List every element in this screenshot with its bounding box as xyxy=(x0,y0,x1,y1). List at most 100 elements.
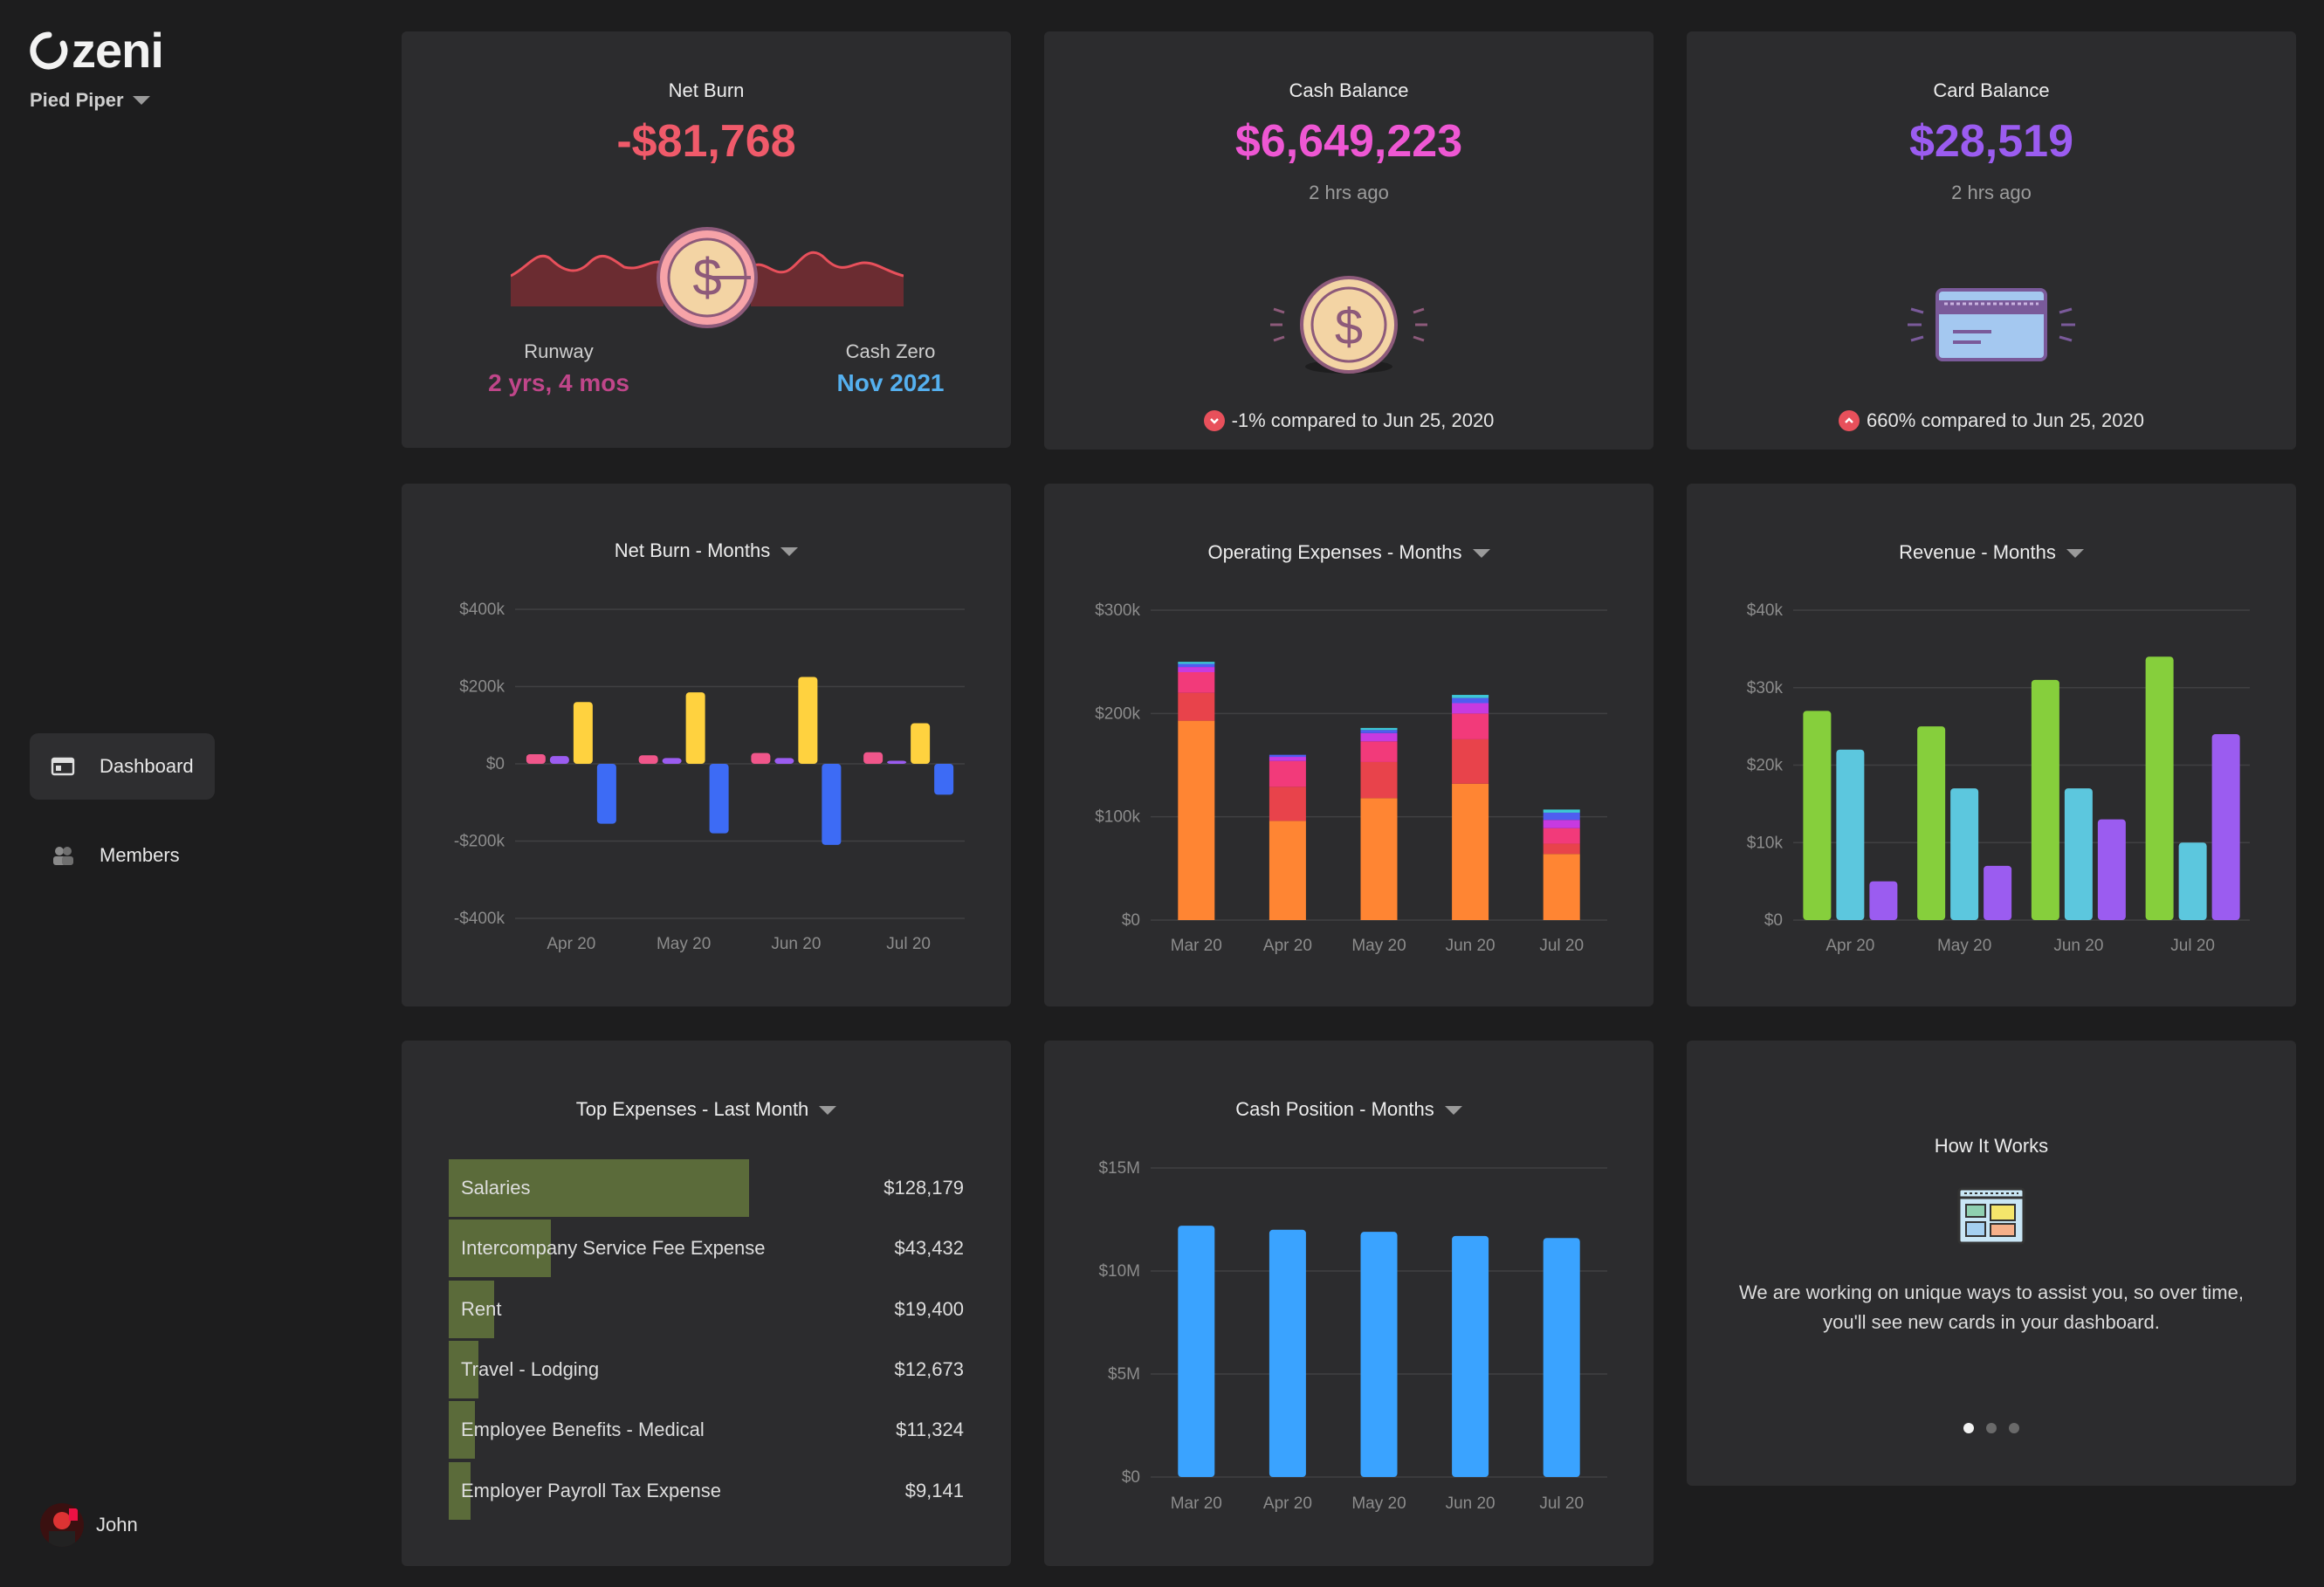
bar-segment[interactable] xyxy=(1178,667,1215,672)
bar-segment[interactable] xyxy=(1360,741,1398,762)
bar[interactable] xyxy=(934,764,954,795)
page-dot[interactable] xyxy=(1963,1423,1974,1433)
expense-row[interactable]: Travel - Lodging $12,673 xyxy=(449,1340,964,1398)
bar-segment[interactable] xyxy=(1178,663,1215,668)
bar-segment[interactable] xyxy=(1269,821,1306,920)
operating-expenses-card[interactable]: Operating Expenses - Months $300k $200k $1… xyxy=(1044,484,1654,1006)
avatar xyxy=(40,1503,84,1547)
bar-segment[interactable] xyxy=(1269,787,1306,821)
bar[interactable] xyxy=(685,692,705,764)
bar[interactable] xyxy=(2064,788,2093,920)
expense-row[interactable]: Intercompany Service Fee Expense $43,432 xyxy=(449,1219,964,1278)
page-dot[interactable] xyxy=(2009,1423,2019,1433)
bar[interactable] xyxy=(1836,749,1865,920)
bar-segment[interactable] xyxy=(1543,843,1580,855)
bar[interactable] xyxy=(2178,842,2207,920)
y-tick-label: $10M xyxy=(1098,1262,1140,1281)
bar[interactable] xyxy=(1543,1238,1580,1477)
bar[interactable] xyxy=(662,758,682,764)
top-expenses-card[interactable]: Top Expenses - Last Month Salaries $128,1… xyxy=(402,1041,1011,1566)
cash-position-card[interactable]: Cash Position - Months $15M $10M $5M $0 Mar … xyxy=(1044,1041,1654,1566)
bar[interactable] xyxy=(596,764,616,824)
card-title[interactable]: Revenue - Months xyxy=(1687,541,2296,564)
bar[interactable] xyxy=(1984,865,2012,920)
bar-segment[interactable] xyxy=(1360,730,1398,733)
bar-segment[interactable] xyxy=(1178,692,1215,721)
bar-segment[interactable] xyxy=(1543,828,1580,844)
bar-segment[interactable] xyxy=(1178,720,1215,920)
expense-row[interactable]: Rent $19,400 xyxy=(449,1280,964,1338)
expense-row[interactable]: Salaries $128,179 xyxy=(449,1159,964,1217)
bar[interactable] xyxy=(1869,881,1898,920)
expense-row[interactable]: Employee Benefits - Medical $11,324 xyxy=(449,1401,964,1460)
bar[interactable] xyxy=(911,723,931,764)
bar[interactable] xyxy=(2031,679,2059,920)
bar[interactable] xyxy=(1269,1229,1306,1477)
bar-segment[interactable] xyxy=(1269,760,1306,787)
bar-segment[interactable] xyxy=(1452,783,1489,920)
net-burn-illustration: $ xyxy=(511,227,904,328)
card-balance-card[interactable]: Card Balance $28,519 2 hrs ago 660% comp… xyxy=(1687,31,2296,450)
bar[interactable] xyxy=(2145,656,2174,920)
bar[interactable] xyxy=(887,760,907,764)
zeni-logo[interactable]: zeni xyxy=(30,26,164,75)
net-burn-months-card[interactable]: Net Burn - Months $400k $200k $0 -$200k -$40… xyxy=(402,484,1011,1006)
bar-segment[interactable] xyxy=(1543,820,1580,828)
bar[interactable] xyxy=(1178,1226,1215,1477)
card-title[interactable]: Top Expenses - Last Month xyxy=(402,1098,1011,1121)
page-dot[interactable] xyxy=(1986,1423,1997,1433)
bar[interactable] xyxy=(1452,1235,1489,1477)
bar-segment[interactable] xyxy=(1543,812,1580,821)
x-tick-label: Mar 20 xyxy=(1171,1494,1222,1513)
bar[interactable] xyxy=(573,702,593,764)
bar-segment[interactable] xyxy=(1178,672,1215,693)
bar-segment[interactable] xyxy=(1178,662,1215,664)
bar-segment[interactable] xyxy=(1543,809,1580,813)
bar-segment[interactable] xyxy=(1452,739,1489,784)
org-switcher[interactable]: Pied Piper xyxy=(30,89,150,112)
bar[interactable] xyxy=(638,755,658,764)
bar-segment[interactable] xyxy=(1360,727,1398,731)
bar[interactable] xyxy=(751,752,771,764)
bar-segment[interactable] xyxy=(1269,754,1306,758)
expense-row[interactable]: Employer Payroll Tax Expense $9,141 xyxy=(449,1461,964,1520)
user-menu[interactable]: John xyxy=(40,1503,138,1547)
bar[interactable] xyxy=(1917,726,1946,920)
revenue-months-card[interactable]: Revenue - Months $40k $30k $20k $10k $0 Apr 2… xyxy=(1687,484,2296,1006)
bar-segment[interactable] xyxy=(1452,695,1489,698)
x-tick-label: Mar 20 xyxy=(1171,937,1222,955)
card-title[interactable]: Net Burn - Months xyxy=(402,539,1011,562)
bar-segment[interactable] xyxy=(1360,761,1398,799)
bar[interactable] xyxy=(774,758,794,764)
bar[interactable] xyxy=(549,756,569,764)
bar[interactable] xyxy=(863,752,884,764)
card-title: Cash Balance xyxy=(1289,79,1409,101)
bar-segment[interactable] xyxy=(1452,713,1489,739)
cash-balance-card[interactable]: Cash Balance $6,649,223 2 hrs ago $ -1% … xyxy=(1044,31,1654,450)
nav-item-dashboard[interactable]: Dashboard xyxy=(30,733,215,800)
bar-segment[interactable] xyxy=(1452,703,1489,714)
bar[interactable] xyxy=(1950,788,1979,920)
how-it-works-card[interactable]: How It Works We are working on unique wa… xyxy=(1687,1041,2296,1486)
net-burn-card[interactable]: Net Burn -$81,768 $ Runway 2 yrs, 4 mos … xyxy=(402,31,1011,448)
card-title[interactable]: Operating Expenses - Months xyxy=(1044,541,1654,564)
chart-title: Cash Position - Months xyxy=(1235,1098,1434,1120)
bar-segment[interactable] xyxy=(1543,854,1580,920)
bar[interactable] xyxy=(709,764,729,834)
bar[interactable] xyxy=(526,753,546,764)
bar[interactable] xyxy=(798,677,818,764)
expense-label: Travel - Lodging xyxy=(461,1357,600,1380)
svg-text:$: $ xyxy=(1335,299,1363,355)
bar[interactable] xyxy=(2211,734,2240,920)
bar[interactable] xyxy=(1360,1232,1398,1477)
nav-item-members[interactable]: Members xyxy=(30,822,215,889)
bar-segment[interactable] xyxy=(1452,697,1489,704)
bar[interactable] xyxy=(822,764,842,845)
bar-segment[interactable] xyxy=(1360,798,1398,920)
bar[interactable] xyxy=(1803,711,1832,920)
bar-segment[interactable] xyxy=(1360,732,1398,742)
text-line: We are working on unique ways to assist … xyxy=(1739,1281,2244,1303)
card-title[interactable]: Cash Position - Months xyxy=(1044,1098,1654,1121)
bar-segment[interactable] xyxy=(1269,757,1306,761)
bar[interactable] xyxy=(2097,819,2126,920)
